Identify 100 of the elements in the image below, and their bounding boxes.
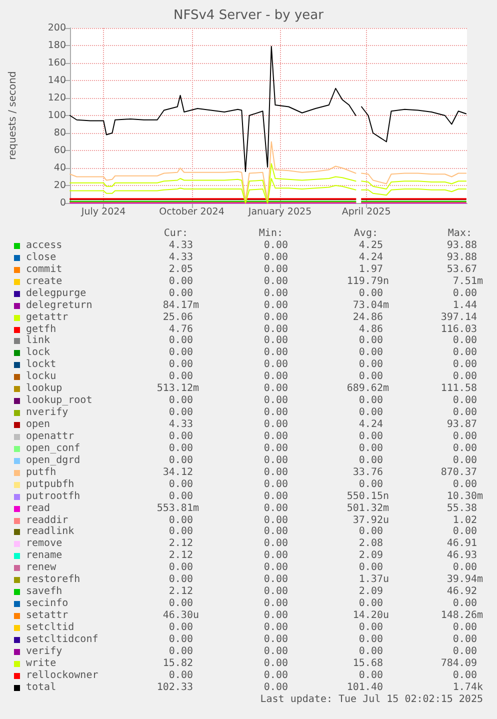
text: 0.00 bbox=[264, 383, 288, 396]
legend-label: locku bbox=[26, 371, 56, 383]
text: 73.04m bbox=[352, 300, 389, 312]
text: 784.09 bbox=[440, 658, 477, 670]
text: 397.14 bbox=[440, 312, 477, 324]
text: 0.00 bbox=[264, 502, 288, 515]
text: 93.87 bbox=[446, 419, 477, 431]
legend-label: putpubfh bbox=[26, 478, 74, 491]
legend-label: setattr bbox=[26, 610, 68, 622]
text: 93.88 bbox=[446, 252, 477, 264]
legend-label: putrootfh bbox=[26, 490, 80, 503]
chart-title: NFSv4 Server - by year bbox=[174, 8, 324, 23]
text: 0.00 bbox=[264, 419, 288, 431]
legend-label: write bbox=[26, 658, 56, 670]
text: 0.00 bbox=[452, 395, 477, 408]
text: Min: bbox=[258, 228, 283, 240]
text: 0.00 bbox=[452, 634, 477, 646]
text: 39.94m bbox=[446, 574, 483, 586]
text: 0.00 bbox=[264, 646, 288, 658]
text: 0.00 bbox=[452, 359, 477, 372]
text: 0.00 bbox=[168, 288, 193, 300]
text: 0.00 bbox=[264, 658, 288, 670]
text: 0.00 bbox=[264, 276, 288, 288]
text: 0.00 bbox=[264, 252, 288, 264]
text: 0.00 bbox=[452, 335, 477, 348]
text: 0.00 bbox=[168, 562, 193, 574]
text: 0.00 bbox=[452, 430, 477, 443]
text: 0.00 bbox=[358, 646, 383, 658]
text: 0.00 bbox=[264, 514, 288, 526]
legend-label: secinfo bbox=[26, 598, 68, 610]
text: 0.00 bbox=[264, 395, 288, 408]
text: 870.37 bbox=[440, 466, 477, 479]
legend-label: readdir bbox=[26, 514, 68, 526]
y-tick-label: 60 bbox=[54, 145, 66, 156]
text: 0.00 bbox=[358, 598, 383, 610]
text: 553.81m bbox=[156, 502, 199, 515]
text: 0.00 bbox=[358, 670, 383, 682]
text: 0.00 bbox=[358, 288, 383, 300]
text: 111.58 bbox=[440, 383, 477, 396]
text: 25.06 bbox=[162, 312, 193, 324]
legend-label: open_dgrd bbox=[26, 454, 80, 467]
text: 34.12 bbox=[162, 466, 193, 479]
text: 0.00 bbox=[452, 454, 477, 467]
legend-label: savefh bbox=[26, 586, 62, 598]
text: 0.00 bbox=[452, 288, 477, 300]
text: 2.05 bbox=[168, 264, 193, 276]
text: 1.97 bbox=[358, 264, 383, 276]
text: 0.00 bbox=[264, 682, 288, 694]
x-tick-label: July 2024 bbox=[80, 206, 126, 218]
y-axis-title: requests / second bbox=[8, 71, 18, 160]
legend-label: setcltidconf bbox=[26, 634, 98, 646]
text: 55.38 bbox=[446, 502, 477, 515]
text: 0.00 bbox=[264, 526, 288, 538]
legend-label: readlink bbox=[26, 526, 74, 538]
text: Cur: bbox=[164, 228, 188, 240]
text: 0.00 bbox=[358, 359, 383, 372]
legend-label: delegpurge bbox=[26, 288, 86, 300]
text: 4.86 bbox=[358, 324, 383, 336]
text: 0.00 bbox=[264, 324, 288, 336]
text: 0.00 bbox=[452, 562, 477, 574]
x-tick-label: January 2025 bbox=[247, 206, 312, 218]
text: 102.33 bbox=[156, 682, 193, 694]
text: 0.00 bbox=[358, 526, 383, 538]
text: 0.00 bbox=[264, 538, 288, 550]
text: 0.00 bbox=[452, 526, 477, 538]
legend-label: read bbox=[26, 502, 50, 515]
text: 4.24 bbox=[358, 419, 383, 431]
text: 0.00 bbox=[264, 598, 288, 610]
text: 4.33 bbox=[168, 419, 193, 431]
text: 0.00 bbox=[358, 395, 383, 408]
x-tick-label: October 2024 bbox=[159, 206, 224, 218]
x-tick-label: April 2025 bbox=[342, 206, 391, 218]
text: 0.00 bbox=[264, 454, 288, 467]
text: 37.92u bbox=[352, 514, 389, 526]
y-tick-label: 0 bbox=[60, 198, 66, 208]
text: 1.44 bbox=[452, 300, 477, 312]
legend-label: create bbox=[26, 276, 62, 288]
text: 0.00 bbox=[264, 407, 288, 420]
text: Max: bbox=[448, 228, 472, 240]
text: 0.00 bbox=[168, 276, 193, 288]
text: 2.08 bbox=[358, 538, 383, 550]
text: 15.82 bbox=[162, 658, 193, 670]
legend-label: setcltid bbox=[26, 622, 74, 634]
text: 7.51m bbox=[452, 276, 483, 288]
text: 0.00 bbox=[168, 514, 193, 526]
text: 0.00 bbox=[264, 240, 288, 252]
text: 0.00 bbox=[358, 407, 383, 420]
text: 0.00 bbox=[452, 646, 477, 658]
text: 0.00 bbox=[358, 634, 383, 646]
legend-label: getfh bbox=[26, 324, 56, 335]
text: 2.12 bbox=[168, 550, 193, 562]
text: 2.09 bbox=[358, 550, 383, 562]
text: 53.67 bbox=[446, 264, 477, 276]
text: 33.76 bbox=[352, 466, 383, 479]
text: 15.68 bbox=[352, 658, 383, 670]
y-tick-label: 160 bbox=[48, 58, 66, 68]
text: 0.00 bbox=[168, 574, 193, 586]
text: 0.00 bbox=[168, 622, 193, 634]
text: 0.00 bbox=[264, 586, 288, 598]
y-tick-label: 100 bbox=[48, 110, 66, 121]
